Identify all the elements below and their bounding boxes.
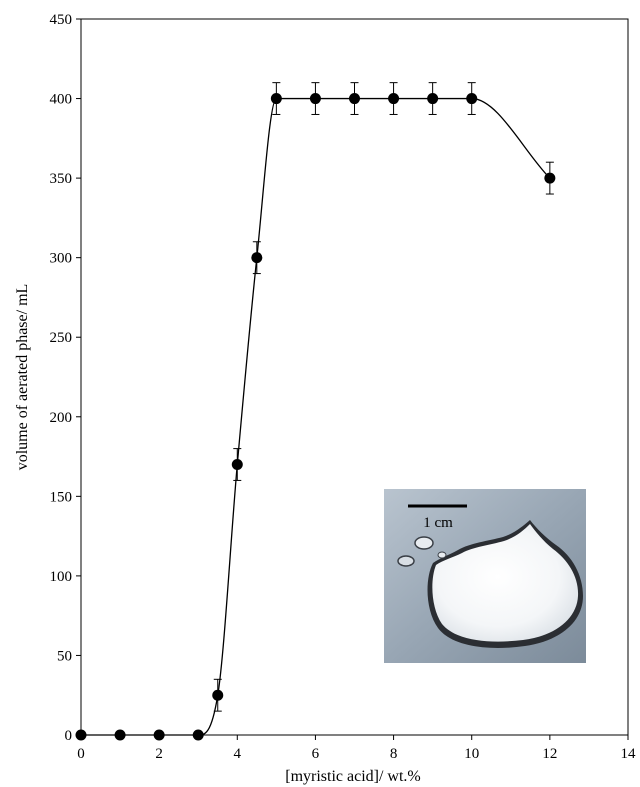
- x-tick-label: 10: [464, 746, 479, 762]
- x-tick-label: 12: [542, 746, 557, 762]
- foam-bubble-large: [414, 536, 434, 550]
- y-tick-label: 200: [50, 410, 73, 426]
- y-tick-label: 150: [50, 489, 73, 505]
- plot-border: [80, 18, 629, 736]
- y-tick-label: 50: [57, 648, 72, 664]
- data-point: [427, 93, 439, 105]
- data-point: [270, 93, 282, 105]
- plot-frame: [80, 18, 629, 736]
- error-bars: [213, 82, 554, 712]
- data-point: [75, 729, 87, 741]
- data-point: [349, 93, 360, 105]
- data-point: [309, 93, 321, 105]
- data-point: [231, 459, 243, 471]
- x-tick-label: 4: [234, 746, 242, 762]
- inset-scale-bar-label: 1 cm: [423, 515, 453, 531]
- data-point: [388, 93, 400, 105]
- x-tick-label: 14: [621, 746, 637, 762]
- y-tick-label: 300: [50, 251, 73, 267]
- y-tick-label: 450: [50, 12, 73, 28]
- data-point: [466, 93, 478, 105]
- x-axis-title: [myristic acid]/ wt.%: [285, 768, 421, 785]
- y-tick-label: 0: [65, 728, 73, 744]
- data-point: [153, 729, 165, 741]
- data-point: [212, 689, 224, 701]
- x-tick-label: 8: [390, 746, 398, 762]
- inset-photo: 1 cm: [384, 489, 586, 663]
- y-tick-label: 400: [50, 92, 73, 108]
- x-tick-label: 0: [77, 746, 85, 762]
- x-tick-label: 2: [155, 746, 163, 762]
- y-tick-labels: 0 50 100 150 200 250 300 350 400 450: [50, 12, 73, 744]
- foam: [432, 524, 579, 642]
- x-tick-label: 6: [312, 746, 320, 762]
- y-tick-label: 350: [50, 171, 73, 187]
- x-tick-labels: 0 2 4 6 8 10 12 14: [77, 746, 636, 762]
- foam-bubble-tiny: [437, 551, 447, 559]
- y-tick-label: 250: [50, 330, 73, 346]
- data-points: [75, 93, 556, 741]
- y-tick-label: 100: [50, 569, 73, 585]
- y-axis-title: volume of aerated phase/ mL: [14, 284, 31, 471]
- data-point: [544, 172, 556, 184]
- foam-bubble-small: [397, 555, 415, 567]
- data-point: [192, 729, 204, 741]
- data-point: [114, 729, 126, 741]
- data-point: [251, 252, 263, 264]
